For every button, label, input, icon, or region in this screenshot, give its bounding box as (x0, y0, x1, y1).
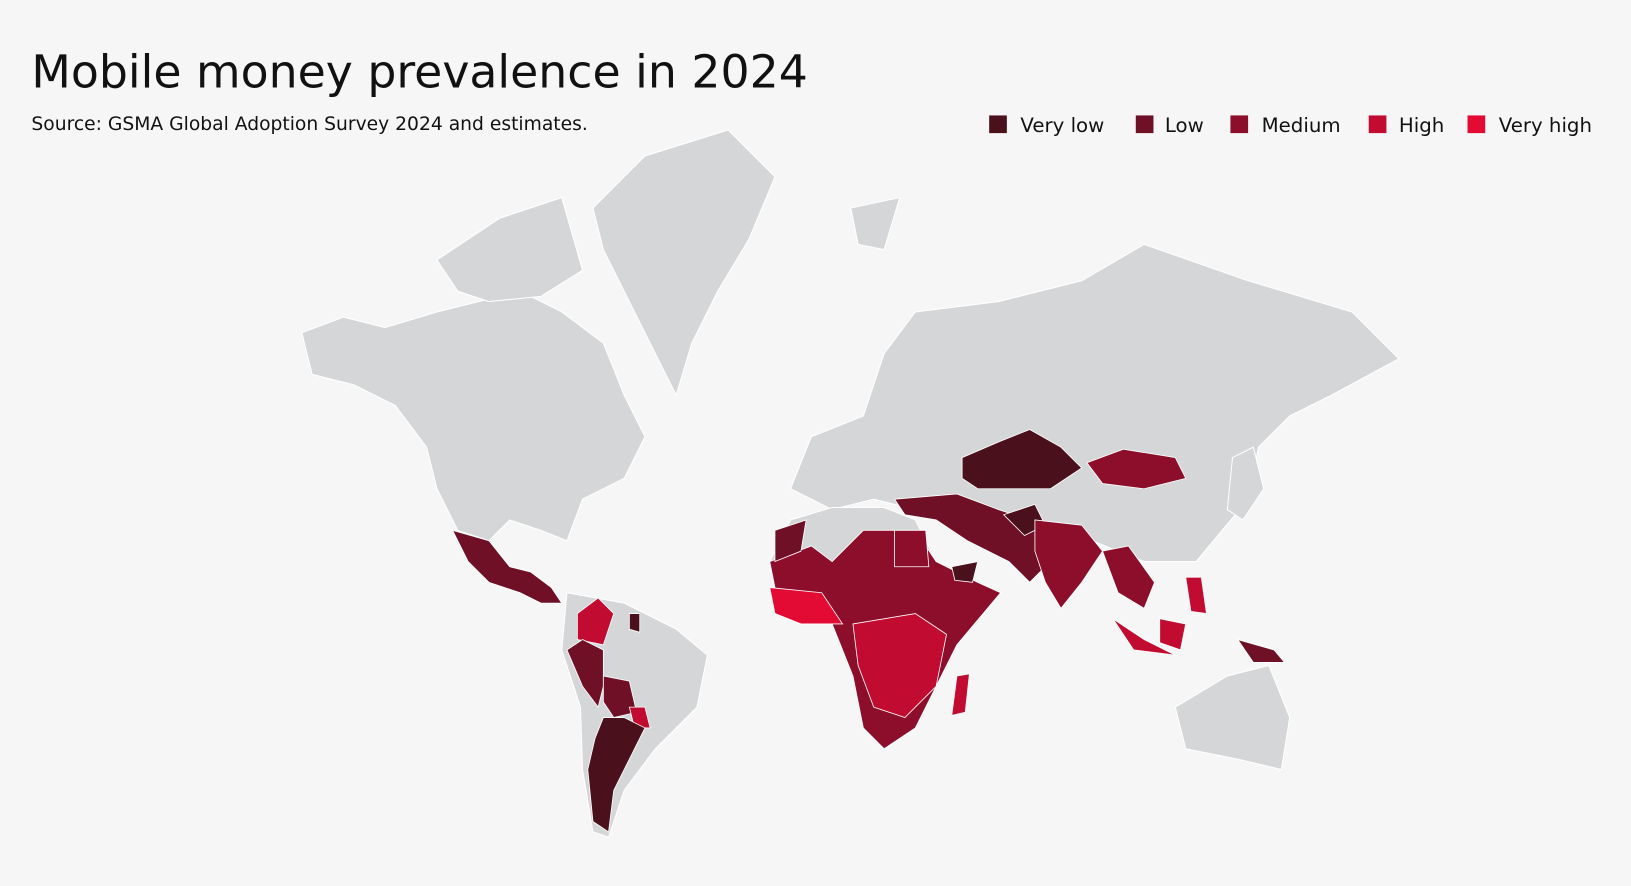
land (850, 196, 901, 251)
country-region (894, 529, 930, 568)
legend-swatch (1230, 115, 1249, 134)
country-region (602, 675, 638, 719)
land (1226, 446, 1265, 521)
country-region (451, 529, 563, 604)
legend-swatch (1467, 115, 1486, 134)
country-region (961, 429, 1083, 490)
legend-swatch (1135, 115, 1154, 134)
country-region (951, 561, 979, 583)
country-region (1101, 545, 1155, 609)
country-region (628, 613, 641, 633)
legend-label: Very low (1020, 114, 1104, 137)
country-region (1086, 448, 1187, 490)
land (592, 129, 776, 397)
legend-label: Low (1165, 114, 1204, 137)
legend-label: Very high (1499, 114, 1592, 137)
country-region (774, 519, 807, 563)
land (1174, 664, 1291, 771)
countries (451, 429, 1286, 833)
country-region (951, 673, 970, 716)
legend: Very low Low Medium High Very high (989, 114, 1592, 137)
country-region (587, 717, 646, 833)
country-region (1236, 638, 1286, 663)
country-region (576, 597, 615, 646)
legend-swatch (989, 115, 1007, 134)
country-region (1034, 519, 1104, 610)
country-region (1112, 618, 1176, 656)
country-region (852, 613, 947, 719)
land (436, 196, 584, 303)
legend-label: High (1399, 114, 1444, 137)
legend-label: Medium (1262, 114, 1341, 137)
legend-swatch (1368, 115, 1387, 134)
land (301, 290, 646, 542)
country-region (1159, 618, 1187, 651)
title: Mobile money prevalence in 2024 (31, 45, 807, 98)
source: Source: GSMA Global Adoption Survey 2024… (31, 114, 587, 135)
country-region (769, 587, 844, 625)
country-region (1185, 576, 1207, 615)
